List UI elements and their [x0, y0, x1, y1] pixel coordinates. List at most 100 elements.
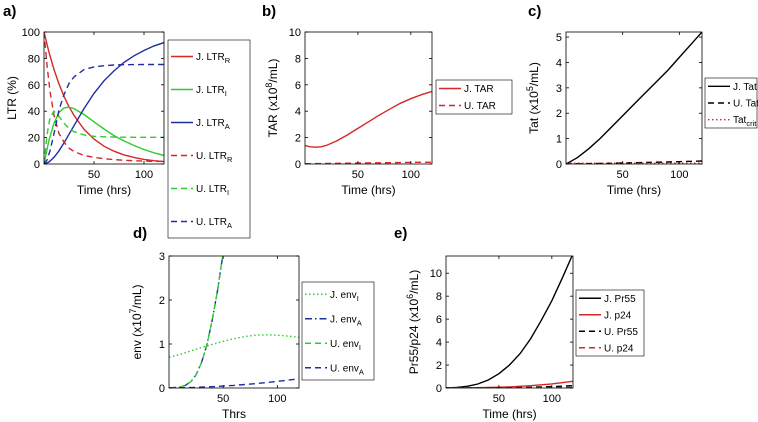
legend-entry: J. TAR	[464, 84, 494, 95]
series-group	[305, 90, 432, 164]
x-tick-label: 100	[543, 393, 561, 405]
y-tick-label: 2	[436, 360, 442, 372]
y-tick-label: 4	[556, 57, 562, 69]
y-tick-label: 100	[22, 27, 40, 39]
legend-entry: U. p24	[604, 343, 634, 354]
y-axis-label: TAR (x108/mL)	[264, 59, 280, 138]
chart-panel: c) 50 100 0 1 2 3 4 5 Time (hrs) Tat (x105/mL) J. T…	[525, 3, 758, 197]
y-tick-label: 40	[28, 106, 40, 118]
series-group	[169, 256, 299, 388]
panel-label: d)	[133, 225, 147, 242]
y-tick-label: 2	[159, 295, 165, 307]
legend-entry: J. Pr55	[604, 294, 636, 305]
legend: J. TAR U. TAR	[435, 79, 513, 115]
y-tick-label: 3	[556, 83, 562, 95]
y-tick-label: 0	[295, 159, 301, 171]
plot-frame	[168, 255, 300, 389]
legend-entry: U. envI	[330, 339, 361, 352]
legend-entry: U. Pr55	[604, 327, 638, 338]
y-tick-label: 4	[295, 106, 301, 118]
legend-entry: J. LTRI	[196, 85, 227, 98]
series-line	[169, 256, 224, 388]
series-group	[446, 256, 573, 388]
y-tick-label: 2	[556, 108, 562, 120]
series-line	[305, 161, 432, 164]
series-line	[446, 256, 573, 388]
legend-entry: J. envA	[330, 314, 362, 327]
series-line	[44, 32, 164, 163]
y-tick-label: 0	[436, 383, 442, 395]
legend-entry: J. p24	[604, 310, 632, 321]
y-tick-label: 2	[295, 133, 301, 145]
y-tick-label: 5	[556, 32, 562, 44]
legend: J. LTRR J. LTRI J. LTRA U. LTRR U. LTRI U. LT…	[167, 39, 251, 239]
x-tick-label: 50	[88, 169, 100, 181]
legend: J. Pr55 J. p24 U. Pr55 U. p24	[575, 289, 645, 357]
y-tick-label: 80	[28, 53, 40, 65]
y-tick-label: 8	[295, 53, 301, 65]
y-tick-label: 8	[436, 291, 442, 303]
panel-label: a)	[3, 3, 16, 20]
x-tick-label: 50	[217, 393, 229, 405]
legend-entry: U. Tat	[733, 99, 758, 110]
plot-frame	[445, 255, 574, 389]
y-tick-label: 0	[159, 383, 165, 395]
legend-entry: U. TAR	[464, 101, 496, 112]
x-axis-label: Time (hrs)	[77, 183, 131, 197]
legend-entry: U. LTRI	[196, 184, 229, 197]
x-tick-label: 50	[352, 169, 364, 181]
y-tick-label: 1	[159, 339, 165, 351]
legend-entry: U. envA	[330, 363, 364, 376]
x-tick-label: 100	[268, 393, 286, 405]
x-axis-label: Time (hrs)	[482, 407, 536, 421]
series-line	[305, 90, 432, 148]
panel-label: b)	[262, 3, 276, 20]
legend-entry: Tatcrit	[733, 115, 757, 128]
legend-entry: J. LTRA	[196, 118, 230, 131]
plot-frame	[43, 31, 165, 165]
chart-panel: e) 50 100 0 2 4 6 8 10 Time (hrs) Pr55/p24 (x106/m…	[394, 225, 645, 421]
series-line	[44, 32, 164, 163]
legend-entry: U. LTRA	[196, 217, 232, 230]
y-tick-label: 3	[159, 251, 165, 263]
y-tick-label: 10	[289, 27, 301, 39]
series-line	[44, 106, 164, 164]
y-tick-label: 0	[556, 159, 562, 171]
x-axis-label: Time (hrs)	[341, 183, 395, 197]
y-axis-label: Pr55/p24 (x106/mL)	[405, 270, 421, 374]
legend-entry: J. envI	[330, 290, 359, 303]
x-axis-label: Thrs	[222, 407, 246, 421]
y-tick-label: 6	[295, 80, 301, 92]
legend-entry: U. LTRR	[196, 151, 233, 164]
series-group	[44, 32, 164, 164]
series-line	[169, 334, 299, 358]
y-axis-label: env (x107/mL)	[128, 284, 144, 359]
panel-label: c)	[528, 3, 541, 20]
chart-panel: a) 50 100 0 20 40 60 80 100 Time (hrs) LTR (%) J. L…	[3, 3, 251, 239]
y-axis-label: Tat (x105/mL)	[525, 62, 541, 134]
legend-entry: J. Tat	[733, 82, 757, 93]
plot-frame	[304, 31, 433, 165]
legend: J. Tat U. Tat Tatcrit	[704, 77, 758, 129]
x-tick-label: 100	[402, 169, 420, 181]
y-tick-label: 0	[34, 159, 40, 171]
x-tick-label: 100	[135, 169, 153, 181]
panel-label: e)	[394, 225, 407, 242]
series-group	[566, 32, 702, 164]
legend-entry: J. LTRR	[196, 52, 231, 65]
series-line	[169, 256, 224, 388]
x-axis-label: Time (hrs)	[607, 183, 661, 197]
chart-panel: b) 50 100 0 2 4 6 8 10 Time (hrs) TAR (x108/mL) J. …	[262, 3, 513, 197]
plot-frame	[565, 31, 703, 165]
x-tick-label: 50	[617, 169, 629, 181]
y-tick-label: 60	[28, 80, 40, 92]
y-tick-label: 20	[28, 133, 40, 145]
legend: J. envI J. envA U. envI U. envA	[301, 281, 375, 381]
series-line	[44, 41, 164, 164]
series-line	[44, 110, 164, 164]
x-tick-label: 100	[670, 169, 688, 181]
y-tick-label: 6	[436, 314, 442, 326]
y-tick-label: 1	[556, 134, 562, 146]
